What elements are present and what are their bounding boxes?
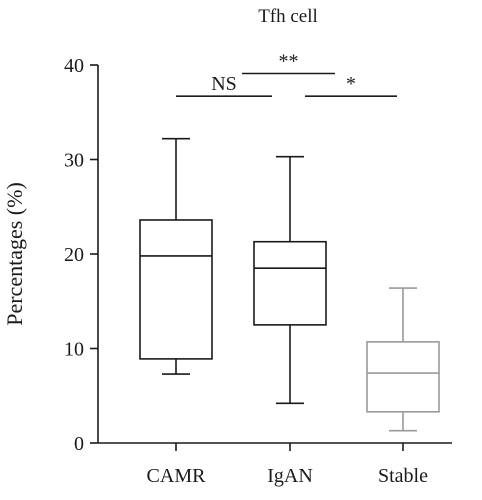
y-tick-label: 20 [64, 244, 84, 266]
y-tick-label: 30 [64, 150, 84, 172]
significance-label: ** [279, 51, 299, 73]
y-axis-label: Percentages (%) [2, 182, 27, 326]
chart-title: Tfh cell [258, 6, 318, 27]
iqr-box [253, 240, 327, 326]
box-stable [366, 287, 440, 432]
box-igan [253, 155, 327, 405]
y-tick-label: 40 [64, 55, 84, 77]
significance-label: * [346, 73, 356, 95]
y-axis-ticks: 0 10 20 30 40 [64, 55, 98, 455]
significance-label: NS [211, 73, 237, 95]
box-plot-series [139, 137, 440, 432]
x-tick-label: Stable [378, 465, 428, 487]
y-tick-label: 0 [74, 433, 84, 455]
x-axis-ticks: CAMR IgAN Stable [147, 443, 428, 487]
y-tick-label: 10 [64, 339, 84, 361]
iqr-box [366, 341, 440, 413]
box-camr [139, 137, 213, 375]
x-tick-label: IgAN [267, 465, 313, 487]
iqr-box [139, 219, 213, 360]
x-tick-label: CAMR [147, 465, 207, 487]
significance-annotations: NS*** [176, 51, 397, 97]
